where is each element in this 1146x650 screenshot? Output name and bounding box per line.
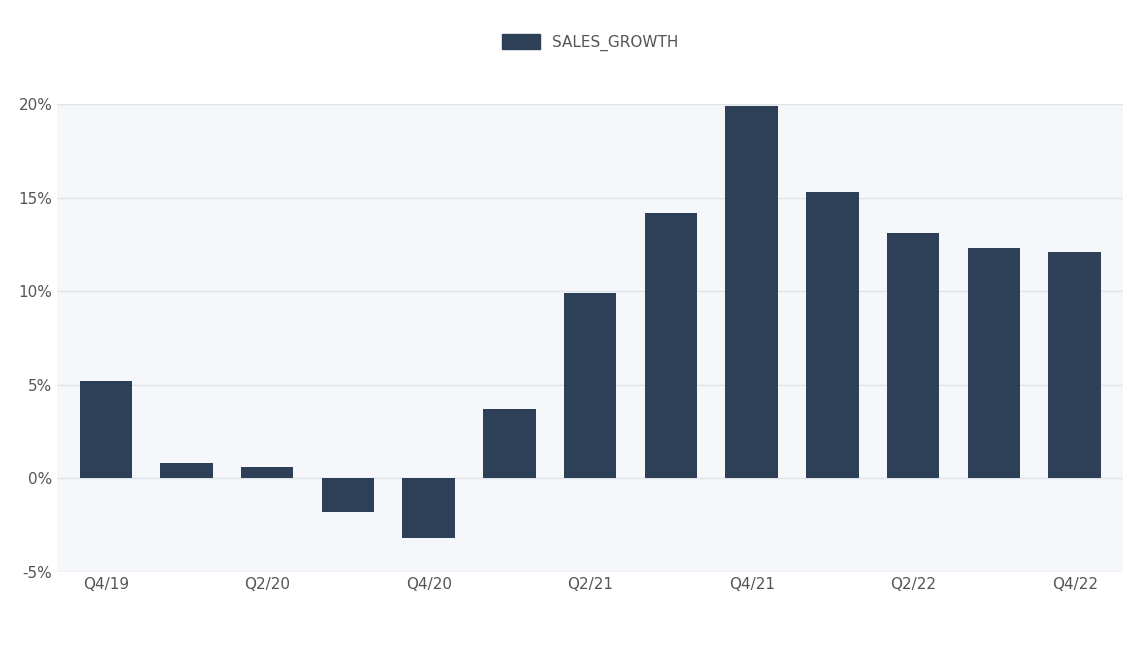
Bar (967, 248, 1020, 478)
Bar (887, 233, 940, 478)
Bar (160, 463, 213, 478)
Bar (806, 192, 858, 478)
Bar (645, 213, 697, 478)
Bar (402, 478, 455, 538)
Text: MAX: MAX (1055, 32, 1088, 46)
Bar (1049, 252, 1101, 478)
Text: PROFITABILITY: PROFITABILITY (19, 31, 147, 47)
Bar (484, 409, 535, 478)
Bar (564, 293, 617, 478)
Bar (322, 478, 375, 512)
Text: ∨: ∨ (392, 32, 401, 46)
Text: 1 YR: 1 YR (950, 32, 982, 46)
Bar (79, 381, 132, 478)
Bar (725, 106, 778, 478)
Text: SALES GROWTH: SALES GROWTH (215, 32, 340, 46)
Text: 3 YRS: 3 YRS (997, 32, 1038, 46)
Legend: SALES_GROWTH: SALES_GROWTH (496, 27, 684, 57)
Bar (241, 467, 293, 478)
